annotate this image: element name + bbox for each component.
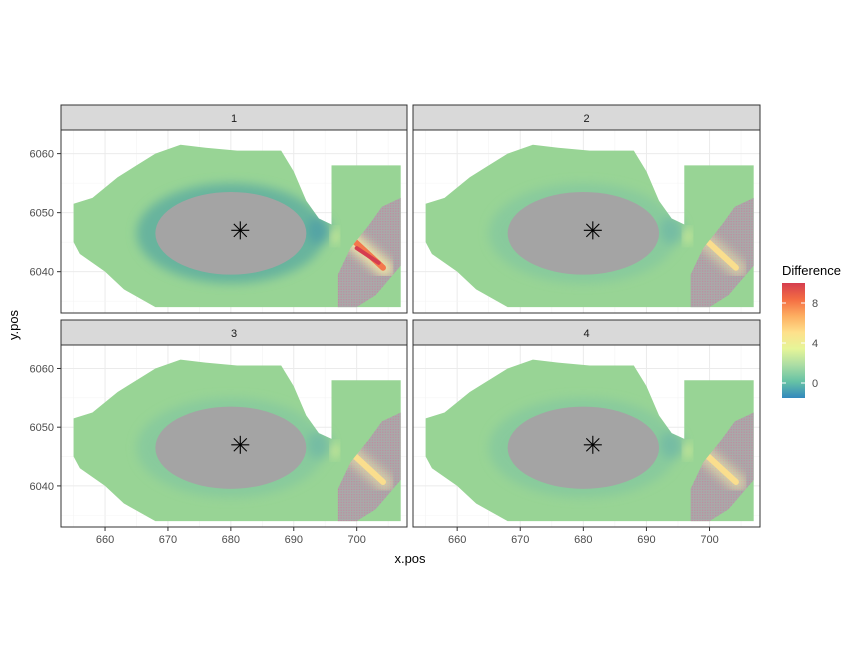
facet-panels: 1 2 3 4	[60, 104, 761, 528]
gray-overlay	[155, 191, 307, 275]
legend-title: Difference	[782, 263, 841, 278]
facet-strip	[60, 319, 408, 346]
x-tick-label: 660	[448, 534, 466, 546]
x-tick-label: 690	[285, 534, 303, 546]
x-tick-label: 700	[347, 534, 365, 546]
facet-panel-3: 3	[60, 319, 408, 528]
point-marker	[231, 221, 250, 240]
y-tick-label: 6050	[30, 208, 54, 220]
legend-colorbar	[782, 283, 805, 398]
x-tick-label: 660	[96, 534, 114, 546]
panel-border	[60, 129, 408, 314]
y-tick-label: 6060	[30, 363, 54, 375]
facet-strip	[412, 319, 761, 346]
legend-tick-label: 8	[812, 298, 818, 310]
y-axis: 6040 6050 6060 6040 6050 6060	[30, 149, 61, 493]
facet-strip-label: 1	[231, 113, 237, 125]
facet-panel-4: 4	[412, 319, 761, 528]
point-marker	[583, 435, 602, 454]
y-tick-label: 6040	[30, 481, 54, 493]
x-tick-label: 690	[637, 534, 655, 546]
y-axis-label: y.pos	[6, 309, 21, 340]
x-tick-label: 670	[511, 534, 529, 546]
y-tick-label: 6050	[30, 422, 54, 434]
x-axis-label: x.pos	[394, 551, 426, 566]
gray-overlay	[507, 406, 660, 489]
panel-border	[412, 129, 761, 314]
y-tick-label: 6060	[30, 149, 54, 161]
x-axis: 660 670 680 690 700 660 670 680 690 700	[96, 527, 719, 546]
x-tick-label: 700	[700, 534, 718, 546]
facet-strip-label: 4	[583, 328, 589, 340]
point-marker	[231, 435, 250, 454]
point-marker	[583, 221, 602, 240]
facet-strip-label: 3	[231, 328, 237, 340]
gray-overlay	[155, 406, 307, 489]
facet-panel-1: 1	[60, 104, 408, 314]
panel-border	[60, 344, 408, 528]
facet-strip-label: 2	[583, 113, 589, 125]
facet-strip	[60, 104, 408, 131]
gray-overlay	[507, 191, 660, 275]
x-tick-label: 670	[159, 534, 177, 546]
y-tick-label: 6040	[30, 267, 54, 279]
legend-tick-label: 0	[812, 378, 818, 390]
facet-panel-2: 2	[412, 104, 761, 314]
facet-strip	[412, 104, 761, 131]
panel-border	[412, 344, 761, 528]
x-tick-label: 680	[222, 534, 240, 546]
legend: Difference 0 4 8	[782, 263, 841, 398]
x-tick-label: 680	[574, 534, 592, 546]
legend-tick-label: 4	[812, 338, 818, 350]
